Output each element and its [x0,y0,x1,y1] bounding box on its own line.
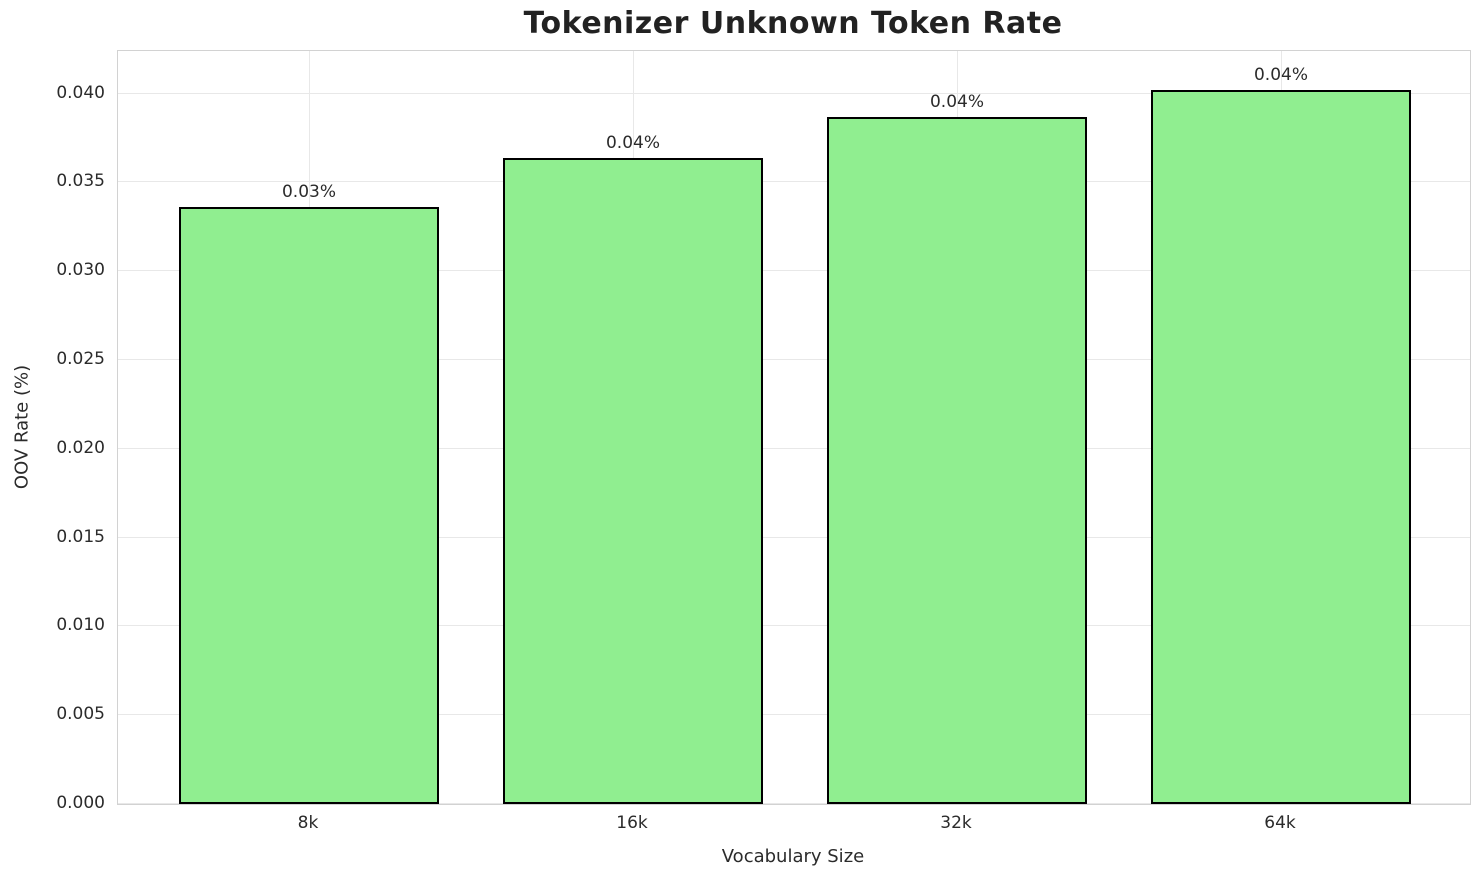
y-tick-label: 0.040 [56,82,105,103]
plot-area: 0.03% 0.04% 0.04% 0.04% [117,50,1471,805]
y-axis-label: OOV Rate (%) [11,364,33,490]
y-tick-label: 0.010 [56,615,105,636]
y-gridline [118,270,1470,272]
x-tick-label: 64k [1264,813,1296,833]
y-gridline [118,447,1470,449]
y-tick-label: 0.020 [56,437,105,458]
y-gridline [118,536,1470,538]
bar-64k [1151,90,1411,804]
y-tick-label: 0.005 [56,704,105,725]
bar-value-label: 0.03% [281,182,336,203]
y-tick-label: 0.030 [56,260,105,281]
y-tick-label: 0.015 [56,526,105,547]
bar-value-label: 0.04% [929,91,984,112]
y-gridline [118,714,1470,716]
y-gridline [118,181,1470,183]
x-tick-label: 16k [616,813,648,833]
bar-32k [827,116,1087,804]
bar-16k [503,157,763,804]
y-gridline [118,803,1470,804]
y-gridline [118,92,1470,94]
bar-value-label: 0.04% [1253,65,1308,86]
x-axis-label: Vocabulary Size [721,846,865,867]
bar-8k [179,207,439,804]
bar-value-label: 0.04% [605,132,660,153]
y-tick-label: 0.025 [56,349,105,369]
y-gridline [118,625,1470,627]
y-tick-label: 0.035 [56,171,105,192]
chart-title: Tokenizer Unknown Token Rate [523,6,1063,41]
y-tick-label: 0.000 [56,793,105,813]
y-gridline [118,359,1470,361]
x-tick-label: 8k [297,813,319,833]
x-tick-label: 32k [940,813,972,833]
